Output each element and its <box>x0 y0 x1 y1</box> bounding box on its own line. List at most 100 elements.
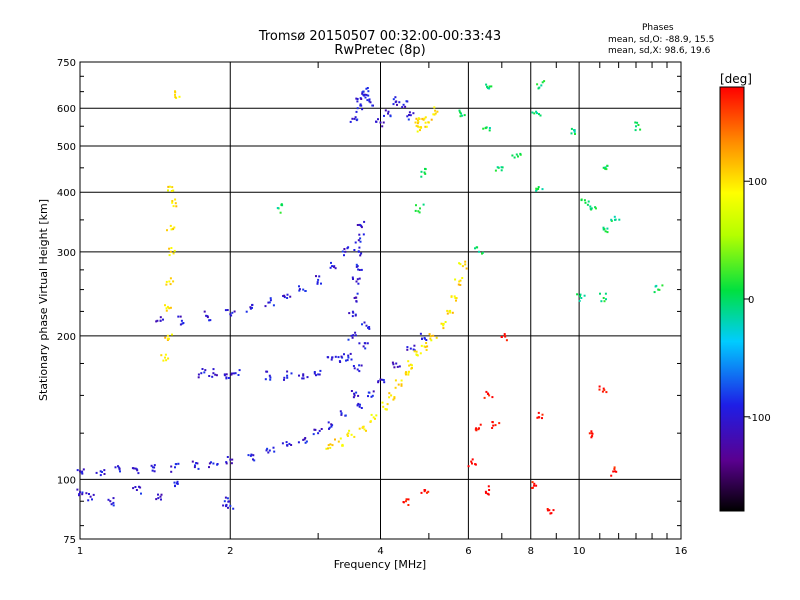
data-point <box>613 468 616 470</box>
data-point <box>165 283 168 286</box>
data-point <box>362 90 365 93</box>
data-point <box>171 186 174 189</box>
data-point <box>79 491 81 494</box>
data-point <box>281 442 284 445</box>
data-point <box>537 186 540 189</box>
colorbar-label: [deg] <box>720 72 752 86</box>
data-point <box>604 167 607 170</box>
data-point <box>460 112 462 115</box>
data-point <box>265 449 268 452</box>
axis-ticks: 1 2 4 6 8 10 16 75 100 200 300 400 500 600 750 <box>57 58 687 557</box>
data-point <box>286 374 289 377</box>
data-point <box>361 92 364 95</box>
data-point <box>541 413 544 416</box>
data-point <box>485 390 488 393</box>
data-point <box>492 424 495 427</box>
colorbar-ticks: 100 0 -100 <box>744 177 771 424</box>
data-point <box>283 296 286 299</box>
data-point <box>343 353 345 356</box>
data-point <box>455 297 458 300</box>
data-point <box>406 346 409 349</box>
data-point <box>283 378 285 381</box>
data-point <box>533 484 536 487</box>
data-point <box>426 491 428 494</box>
data-point <box>169 283 172 286</box>
data-point <box>415 354 418 356</box>
data-point <box>99 470 102 473</box>
data-point <box>353 394 356 397</box>
data-point <box>419 129 421 132</box>
x-tick-label: 4 <box>377 546 383 557</box>
data-point <box>169 306 172 309</box>
data-point <box>103 473 106 475</box>
data-point <box>408 114 410 116</box>
data-point <box>366 99 369 102</box>
data-point <box>416 122 419 125</box>
data-point <box>330 425 333 428</box>
data-point <box>591 434 594 437</box>
data-point <box>367 395 369 398</box>
x-tick-label: 8 <box>528 546 534 557</box>
data-point <box>280 203 283 206</box>
data-point <box>233 310 236 313</box>
data-point <box>388 396 391 399</box>
data-point <box>415 124 418 127</box>
data-point <box>392 398 395 401</box>
data-point <box>422 118 425 121</box>
data-point <box>541 417 543 420</box>
colorbar-tick-label: 0 <box>748 295 754 306</box>
data-point <box>423 171 426 174</box>
data-point <box>464 263 467 266</box>
data-point <box>328 427 330 430</box>
data-point <box>425 339 428 341</box>
data-point <box>496 166 499 169</box>
data-point <box>168 280 171 283</box>
data-point <box>487 485 490 488</box>
data-point <box>613 466 616 469</box>
data-point <box>533 112 536 115</box>
stats-x-line: mean, sd,X: 98.6, 19.6 <box>608 46 711 56</box>
data-point <box>653 291 656 294</box>
data-point <box>578 299 581 302</box>
data-point <box>382 405 385 408</box>
data-point <box>379 378 382 381</box>
cluster <box>276 80 664 303</box>
data-point <box>331 265 334 268</box>
data-point <box>363 321 366 324</box>
data-point <box>392 98 395 101</box>
data-point <box>482 127 485 130</box>
data-point <box>419 352 422 355</box>
data-point <box>457 283 460 286</box>
data-point <box>153 470 156 473</box>
data-point <box>317 278 320 281</box>
data-point <box>171 228 174 231</box>
data-point <box>350 334 353 337</box>
data-point <box>109 500 112 503</box>
data-point <box>407 498 410 501</box>
data-point <box>486 392 489 395</box>
data-point <box>112 504 115 507</box>
data-point <box>494 424 497 427</box>
data-point <box>286 376 289 379</box>
data-point <box>587 200 590 203</box>
data-point <box>340 355 343 358</box>
data-point <box>78 494 80 497</box>
data-point <box>354 331 357 334</box>
data-point <box>407 373 410 376</box>
data-point <box>488 489 491 491</box>
data-point <box>231 372 233 375</box>
data-point <box>360 104 363 107</box>
data-point <box>501 166 504 169</box>
data-point <box>360 364 363 367</box>
colorbar <box>719 86 745 512</box>
data-point <box>432 113 435 116</box>
data-point <box>156 319 159 322</box>
data-point <box>599 292 601 295</box>
data-point <box>166 229 168 232</box>
data-point <box>112 501 115 504</box>
data-point <box>167 357 170 360</box>
data-point <box>85 492 88 495</box>
data-point <box>354 334 357 337</box>
data-point <box>383 381 386 384</box>
